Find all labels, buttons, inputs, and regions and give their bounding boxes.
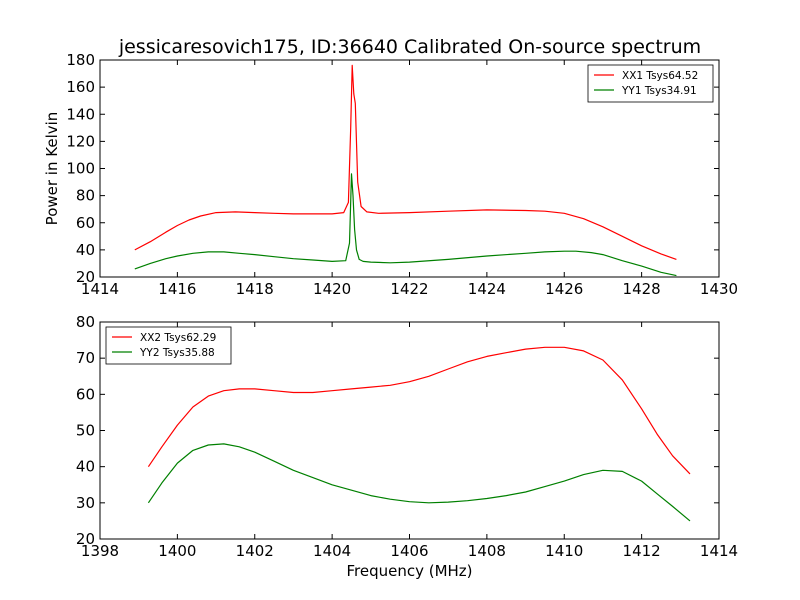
- y-tick-label: 40: [76, 241, 95, 259]
- x-tick-label: 1422: [390, 280, 428, 298]
- y-tick-label: 40: [76, 458, 95, 476]
- x-tick-label: 1416: [158, 280, 196, 298]
- series-line-2: [147, 443, 691, 522]
- x-tick-label: 1420: [313, 280, 351, 298]
- y-axis-label: Power in Kelvin: [43, 112, 61, 226]
- series-line-2: [134, 173, 677, 277]
- x-tick-label: 1408: [468, 542, 506, 560]
- y-tick-label: 30: [76, 494, 95, 512]
- series-line-1: [134, 64, 677, 260]
- legend-frame: [105, 326, 232, 365]
- x-tick-label: 1398: [81, 542, 119, 560]
- y-tick-label: 180: [66, 51, 95, 69]
- y-tick-label: 140: [66, 105, 95, 123]
- legend: XX2 Tsys62.29 YY2 Tsys35.88: [105, 326, 232, 365]
- y-tick-label: 70: [76, 349, 95, 367]
- legend-frame: [587, 64, 714, 103]
- chart-title: jessicaresovich175, ID:36640 Calibrated …: [118, 36, 701, 58]
- x-tick-label: 1410: [545, 542, 583, 560]
- y-tick-label: 20: [76, 268, 95, 286]
- x-tick-label: 1404: [313, 542, 351, 560]
- legend-label: XX2 Tsys62.29: [140, 332, 216, 344]
- y-tick-label: 100: [66, 160, 95, 178]
- x-tick-label: 1418: [236, 280, 274, 298]
- y-tick-label: 20: [76, 530, 95, 548]
- x-tick-label: 1406: [390, 542, 428, 560]
- x-tick-label: 1412: [623, 542, 661, 560]
- bottom-panel: 1398 1400 1402 1404 1406 1408 1410 1412 1414 20 30…: [76, 313, 738, 580]
- x-tick-label: 1414: [700, 542, 738, 560]
- legend-label: XX1 Tsys64.52: [622, 70, 698, 82]
- x-tick-label: 1424: [468, 280, 506, 298]
- y-tick-label: 160: [66, 78, 95, 96]
- y-tick-label: 80: [76, 187, 95, 205]
- top-panel: 1414 1416 1418 1420 1422 1424 1426 1428 1430 20 40…: [43, 51, 738, 298]
- x-tick-label: 1414: [81, 280, 119, 298]
- x-tick-label: 1426: [545, 280, 583, 298]
- y-tick-label: 80: [76, 313, 95, 331]
- legend: XX1 Tsys64.52 YY1 Tsys34.91: [587, 64, 714, 103]
- x-tick-label: 1400: [158, 542, 196, 560]
- x-axis-label: Frequency (MHz): [346, 562, 472, 580]
- y-tick-label: 60: [76, 214, 95, 232]
- series-line-1: [147, 346, 691, 475]
- y-tick-label: 60: [76, 385, 95, 403]
- y-tick-label: 50: [76, 422, 95, 440]
- x-tick-label: 1402: [236, 542, 274, 560]
- legend-label: YY1 Tsys34.91: [621, 85, 697, 97]
- legend-label: YY2 Tsys35.88: [139, 347, 215, 359]
- x-tick-label: 1428: [623, 280, 661, 298]
- x-tick-label: 1430: [700, 280, 738, 298]
- y-tick-label: 120: [66, 132, 95, 150]
